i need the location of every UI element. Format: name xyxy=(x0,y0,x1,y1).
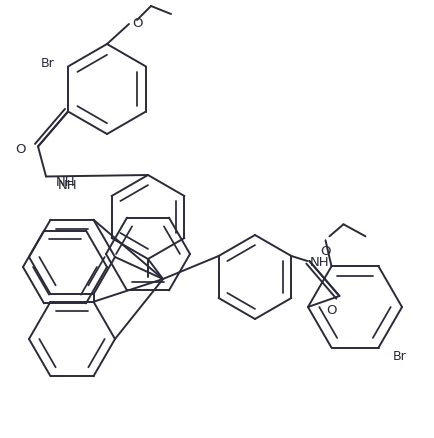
Text: Br: Br xyxy=(392,350,406,362)
Text: NH: NH xyxy=(56,176,76,189)
Text: NH: NH xyxy=(309,255,329,268)
Text: Br: Br xyxy=(40,57,54,70)
Text: NH: NH xyxy=(58,179,78,191)
Text: O: O xyxy=(16,143,26,155)
Text: O: O xyxy=(320,244,331,257)
Text: O: O xyxy=(326,304,337,317)
Text: O: O xyxy=(132,17,142,29)
